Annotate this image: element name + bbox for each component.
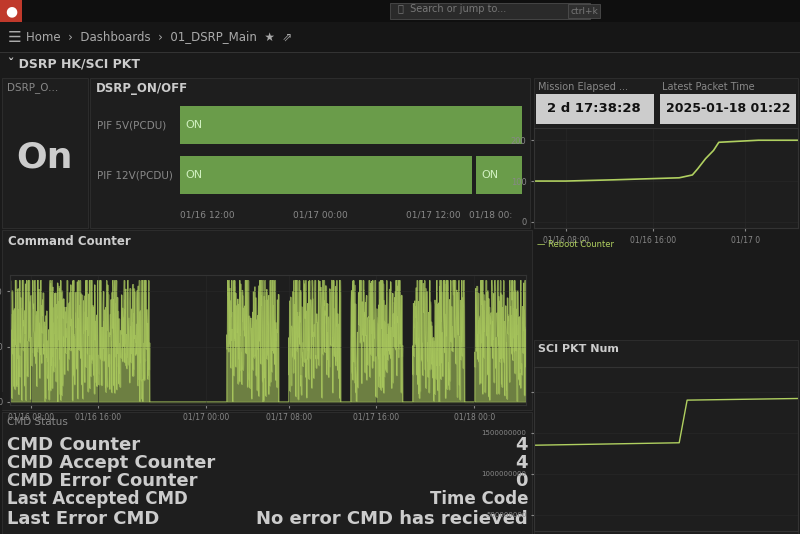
Text: No error CMD has recieved: No error CMD has recieved (256, 510, 528, 528)
Bar (0, 0, 22, 22)
Text: Command Counter: Command Counter (8, 235, 130, 248)
Bar (534, 78, 798, 228)
Bar (534, 340, 798, 534)
Bar (2, 78, 88, 228)
Bar (2, 392, 532, 410)
Bar (0, 22, 800, 52)
Text: 4: 4 (515, 454, 528, 472)
Text: ●: ● (5, 4, 17, 18)
Text: Time Code: Time Code (430, 490, 528, 508)
Bar (568, 4, 600, 18)
Text: 01/16 12:00: 01/16 12:00 (180, 211, 234, 220)
Text: Home  ›  Dashboards  ›  01_DSRP_Main  ★  ⇗: Home › Dashboards › 01_DSRP_Main ★ ⇗ (26, 30, 292, 43)
Text: 01/17 00:00: 01/17 00:00 (293, 211, 348, 220)
Text: — Reboot Counter: — Reboot Counter (537, 240, 614, 249)
Text: DSRP_ON/OFF: DSRP_ON/OFF (96, 82, 188, 95)
Text: 01/18 00:: 01/18 00: (469, 211, 512, 220)
Text: CMD Status: CMD Status (7, 417, 68, 427)
Text: Latest Packet Time: Latest Packet Time (662, 82, 754, 92)
Bar (390, 3, 590, 19)
Text: CMD Accept Counter: CMD Accept Counter (7, 454, 215, 472)
Bar (660, 94, 796, 124)
Bar (0, 52, 800, 78)
Text: 2025-01-18 01:22: 2025-01-18 01:22 (666, 103, 790, 115)
Bar (2, 412, 532, 534)
Text: ON: ON (185, 120, 202, 130)
Bar (536, 94, 654, 124)
Text: 🔍  Search or jump to...: 🔍 Search or jump to... (398, 4, 506, 14)
Text: 01/17 12:00: 01/17 12:00 (406, 211, 460, 220)
Text: DSRP_O...: DSRP_O... (7, 82, 58, 93)
Text: 2 d 17:38:28: 2 d 17:38:28 (547, 103, 641, 115)
Text: ☰: ☰ (8, 29, 22, 44)
Bar (476, 156, 522, 194)
Text: CMD Error Counter: CMD Error Counter (7, 472, 198, 490)
Text: Last Accepted CMD: Last Accepted CMD (7, 490, 188, 508)
Text: ON: ON (185, 170, 202, 180)
Text: ˇ DSRP HK/SCI PKT: ˇ DSRP HK/SCI PKT (8, 59, 140, 72)
Text: 0: 0 (515, 472, 528, 490)
Bar (0, 0, 800, 22)
Bar (90, 78, 530, 228)
Text: ON: ON (481, 170, 498, 180)
Text: Mission Elapsed ...: Mission Elapsed ... (538, 82, 628, 92)
Text: CMD Counter: CMD Counter (7, 436, 140, 454)
Text: ctrl+k: ctrl+k (570, 6, 598, 15)
Text: Last Error CMD: Last Error CMD (7, 510, 159, 528)
Bar (180, 106, 522, 144)
Text: PIF 12V(PCDU): PIF 12V(PCDU) (97, 170, 173, 180)
Bar (180, 156, 472, 194)
Text: On: On (16, 141, 72, 175)
Text: SCI PKT Num: SCI PKT Num (538, 344, 619, 354)
Bar (2, 230, 532, 410)
Text: — Comman Counter: — Comman Counter (10, 397, 102, 405)
Text: PIF 5V(PCDU): PIF 5V(PCDU) (97, 120, 166, 130)
Text: 4: 4 (515, 436, 528, 454)
Bar (0, 52, 800, 53)
Text: Reboot Counter: Reboot Counter (538, 128, 636, 138)
